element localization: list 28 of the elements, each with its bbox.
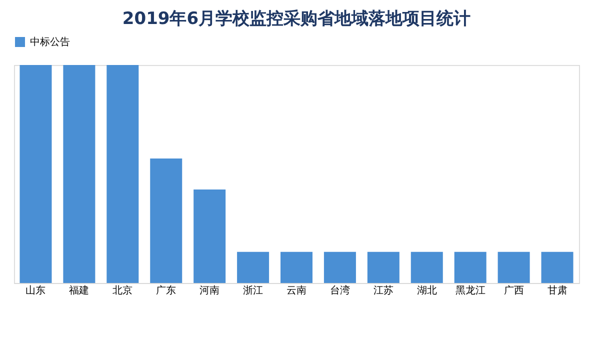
bar (498, 252, 530, 283)
x-tick-label: 江苏 (373, 284, 394, 296)
legend-label: 中标公告 (30, 36, 70, 48)
x-tick-label: 北京 (112, 284, 133, 296)
bar (367, 252, 400, 283)
bar (324, 252, 356, 283)
bar (106, 65, 139, 283)
bar (194, 189, 226, 283)
x-tick-label: 黑龙江 (455, 284, 486, 296)
bar (150, 158, 182, 283)
x-tick-label: 福建 (69, 284, 90, 296)
x-tick-label: 浙江 (243, 284, 264, 296)
x-tick-label: 河南 (200, 284, 220, 296)
bar (20, 65, 52, 283)
bar (237, 252, 270, 283)
bar (541, 252, 574, 283)
chart-title: 2019年6月学校监控采购省地域落地项目统计 (122, 9, 471, 29)
x-tick-label: 台湾 (330, 284, 350, 296)
bar (454, 252, 486, 283)
x-tick-label: 广东 (156, 284, 176, 296)
bar (63, 65, 96, 283)
x-tick-label: 云南 (286, 284, 306, 296)
x-tick-label: 湖北 (416, 284, 437, 296)
bar (280, 252, 312, 283)
x-tick-label: 山东 (26, 284, 46, 296)
bar (410, 252, 443, 283)
x-tick-label: 甘肃 (547, 284, 568, 296)
x-tick-label: 广西 (504, 284, 524, 296)
